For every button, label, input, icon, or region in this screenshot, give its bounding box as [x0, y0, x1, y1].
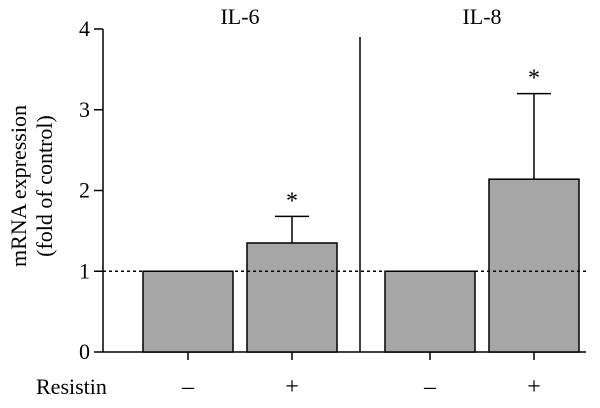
- y-axis-label-line-1: mRNA expression: [6, 105, 31, 267]
- group-title-il-6: IL-6: [220, 4, 259, 29]
- y-tick-label: 1: [79, 258, 90, 283]
- resistin-row-label: Resistin: [36, 374, 107, 399]
- y-tick-label: 3: [79, 97, 90, 122]
- group-title-il-8: IL-8: [462, 4, 501, 29]
- bar: [488, 178, 580, 353]
- bar: [384, 270, 476, 353]
- resistin-sign-label: –: [181, 374, 195, 400]
- y-tick-label: 4: [79, 16, 90, 41]
- plot-area: 0 1 2 3 4 IL-6 – * + IL-8 – * +: [79, 4, 586, 400]
- resistin-sign-label: +: [527, 374, 541, 400]
- resistin-sign-label: +: [285, 374, 299, 400]
- y-tick-label: 2: [79, 178, 90, 203]
- significance-marker: *: [286, 188, 298, 214]
- y-axis-label-line-2: (fold of control): [32, 115, 57, 257]
- y-tick-label: 0: [79, 339, 90, 364]
- significance-marker: *: [528, 66, 540, 92]
- resistin-sign-label: –: [423, 374, 437, 400]
- bar: [246, 242, 338, 353]
- bar: [142, 270, 234, 353]
